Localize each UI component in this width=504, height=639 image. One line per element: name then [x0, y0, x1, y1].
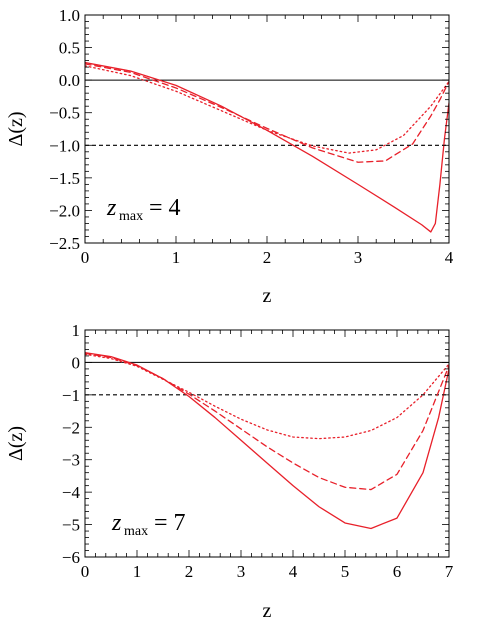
- y-tick-label: −4: [62, 483, 81, 502]
- series-line-dotted: [85, 65, 449, 154]
- x-tick-label: 3: [237, 562, 246, 581]
- chart-panel-1: 0 1 2 3 4 1.0 0.5 0.0 −0.5 −1.0 −1.5 −2.0 −2.5 z Δ(z) z…: [5, 6, 454, 307]
- y-tick-label: 1.0: [59, 6, 80, 25]
- annotation-symbol: z: [106, 195, 117, 221]
- x-tick-label: 2: [185, 562, 194, 581]
- x-axis-label: z: [263, 285, 272, 307]
- y-tick-label: −6: [62, 548, 80, 567]
- y-tick-label: −2: [62, 418, 80, 437]
- y-tick-label: −5: [62, 516, 80, 535]
- y-tick-label: 0.0: [59, 71, 80, 90]
- y-tick-label: −1.0: [49, 136, 80, 155]
- annotation-subscript: max: [119, 209, 143, 224]
- y-tick-label: 0: [72, 353, 81, 372]
- series-line-dashed: [85, 352, 449, 491]
- annotation-value: = 4: [149, 195, 181, 221]
- x-tick-label: 4: [289, 562, 298, 581]
- x-tick-label: 2: [263, 248, 272, 267]
- y-tick-label: −0.5: [49, 104, 80, 123]
- x-tick-label: 6: [393, 562, 402, 581]
- x-tick-label: 7: [445, 562, 454, 581]
- series-line-solid: [85, 61, 449, 233]
- annotation-subscript: max: [124, 524, 148, 539]
- x-tick-label: 3: [354, 248, 363, 267]
- x-tick-label: 1: [172, 248, 181, 267]
- x-tick-label: 1: [133, 562, 142, 581]
- series-line-dotted: [85, 353, 449, 440]
- plot-frame: [84, 329, 450, 558]
- x-tick-label: 5: [341, 562, 350, 581]
- series-line-solid: [85, 352, 449, 530]
- annotation-symbol: z: [111, 510, 122, 536]
- y-axis-label: Δ(z): [5, 426, 27, 461]
- chart-panel-2: 0 1 2 3 4 5 6 710−1−2−3−4−5−6zΔ(z)z max = 7: [5, 321, 454, 622]
- y-tick-label: −1.5: [49, 169, 80, 188]
- y-axis-label: Δ(z): [5, 111, 27, 146]
- x-axis-label: z: [263, 600, 272, 622]
- series-line-dashed: [85, 63, 449, 163]
- zmax-annotation: z max = 7: [111, 510, 186, 539]
- x-tick-label: 4: [445, 248, 454, 267]
- y-tick-label: −1: [62, 386, 80, 405]
- annotation-value: = 7: [154, 510, 186, 536]
- x-tick-label: 0: [81, 248, 90, 267]
- y-tick-label: −2.0: [49, 201, 80, 220]
- zmax-annotation: z max = 4: [106, 195, 181, 224]
- y-tick-label: −2.5: [49, 234, 80, 253]
- x-tick-label: 0: [81, 562, 90, 581]
- y-tick-label: −3: [62, 451, 80, 470]
- y-tick-label: 1: [72, 321, 81, 340]
- y-tick-label: 0.5: [59, 39, 80, 58]
